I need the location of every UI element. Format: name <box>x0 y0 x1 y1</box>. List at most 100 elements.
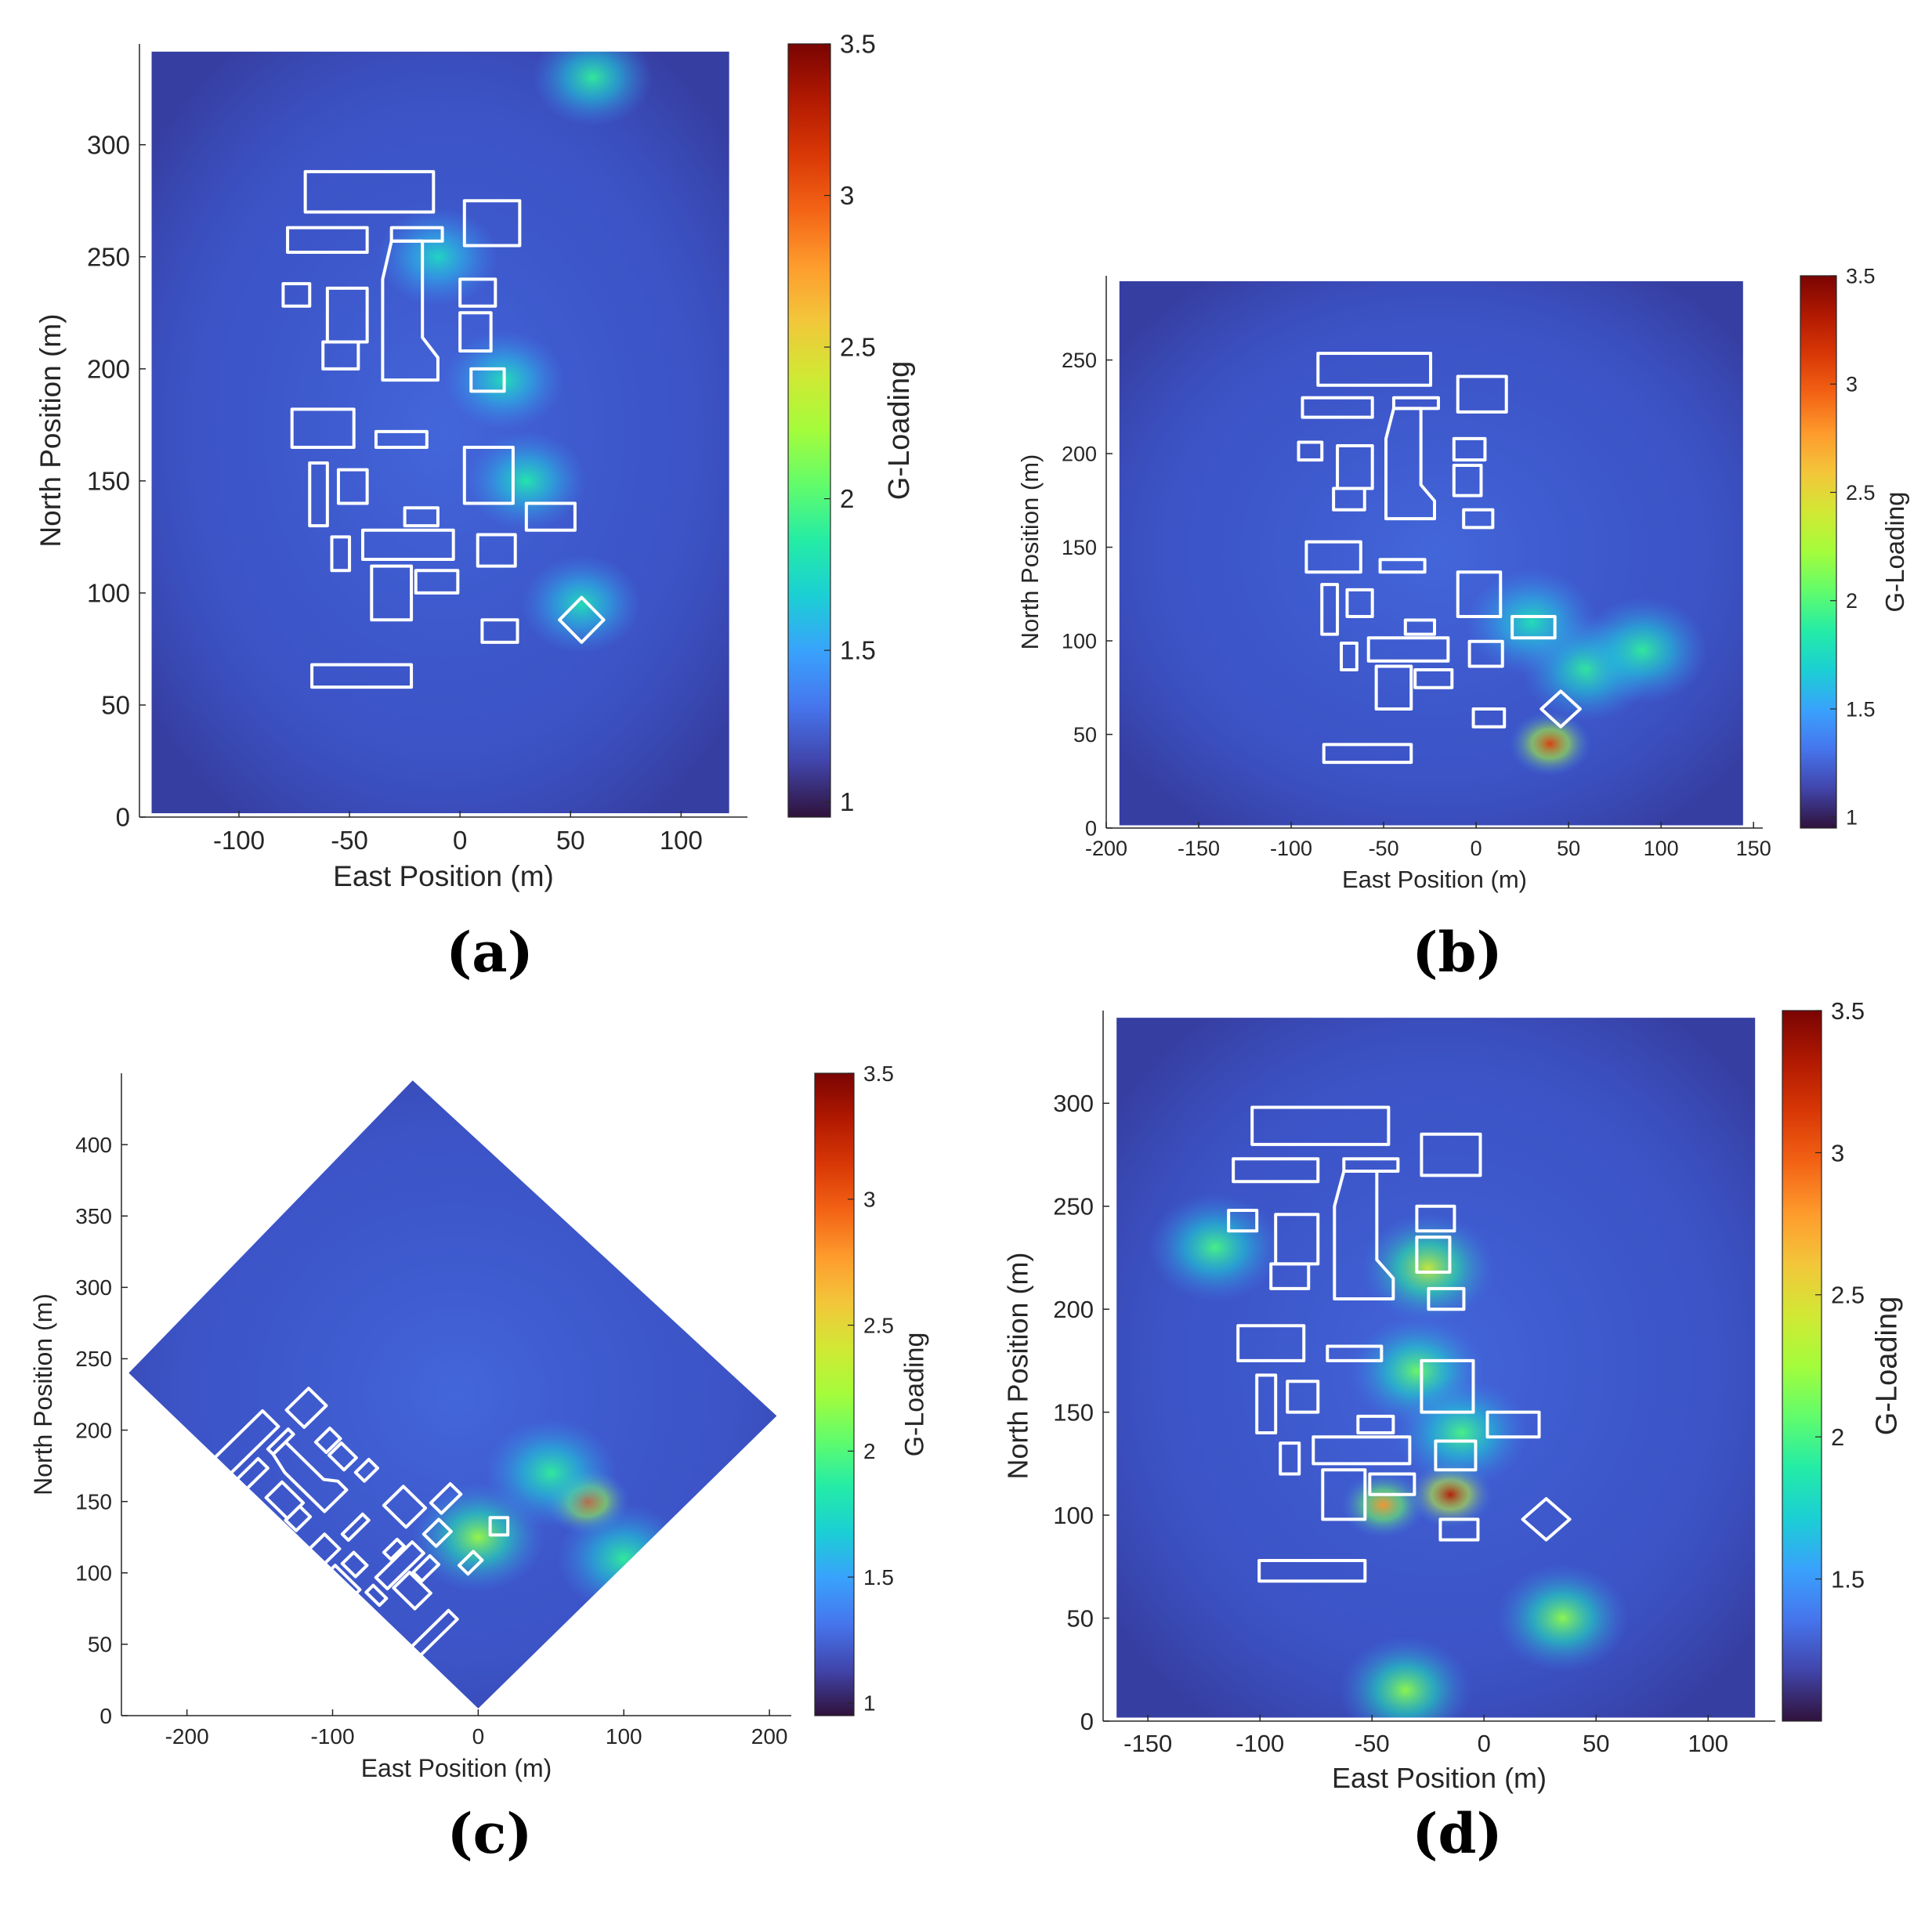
x-tick-label: 50 <box>1583 1730 1609 1757</box>
colorbar-tick-label: 1.5 <box>863 1565 894 1590</box>
x-tick-label: 0 <box>1478 1730 1491 1757</box>
y-tick-label: 200 <box>1053 1296 1094 1323</box>
x-tick-label: -200 <box>1085 837 1127 860</box>
colorbar-tick-label: 3.5 <box>840 30 876 59</box>
building-outlines <box>209 1387 510 1660</box>
building-outline <box>1511 614 1557 640</box>
building-outline <box>524 501 577 532</box>
x-tick-label: -150 <box>1178 837 1220 860</box>
building-outline <box>1485 1410 1541 1439</box>
building-outline <box>1438 1517 1480 1542</box>
colorbar-tick-label: 2 <box>1831 1423 1844 1451</box>
building-outline <box>389 226 444 243</box>
x-tick-label: -100 <box>310 1724 354 1749</box>
y-tick-label: 100 <box>1053 1502 1094 1529</box>
building-outline <box>480 618 519 644</box>
building-outline <box>340 1512 371 1543</box>
building-outline <box>303 170 436 214</box>
heatmap-hotspot <box>1395 1378 1529 1488</box>
building-outline <box>1452 436 1487 462</box>
building-outline <box>1236 1324 1306 1362</box>
y-tick-label: 100 <box>75 1561 112 1586</box>
building-outline <box>284 1504 313 1532</box>
y-tick-label: 400 <box>75 1133 112 1157</box>
building-outline <box>1521 1497 1572 1542</box>
building-outline <box>326 1564 362 1599</box>
y-tick-label: 150 <box>1053 1399 1094 1427</box>
y-tick-label: 250 <box>1053 1193 1094 1221</box>
y-tick-label: 150 <box>1062 536 1097 559</box>
panel-c: -200 -100 0 100 200 0 50 100 150 200 250 300 350 400 E… <box>29 1062 930 1866</box>
colorbar-tick-label: 1 <box>1846 806 1858 830</box>
building-outline <box>1312 1435 1412 1466</box>
colorbar-tick-label: 3 <box>1846 373 1858 396</box>
heatmap-hotspot <box>1340 1471 1426 1539</box>
building-outline <box>313 1427 342 1455</box>
x-tick-label: 150 <box>1736 837 1771 860</box>
colorbar-tick-label: 3.5 <box>1831 997 1865 1025</box>
building-outline <box>1374 664 1413 711</box>
panel-label: (d) <box>1412 1801 1502 1866</box>
colorbar-label: G-Loading <box>1880 491 1909 612</box>
building-outline <box>1434 1439 1478 1472</box>
x-axis-label: East Position (m) <box>1342 866 1527 893</box>
colorbar-tick-label: 2 <box>840 484 854 513</box>
building-outline <box>1255 1373 1278 1434</box>
building-outline <box>281 282 312 308</box>
y-tick-label: 300 <box>87 130 130 159</box>
y-tick-label: 300 <box>1053 1090 1094 1117</box>
heatmap-hotspot <box>484 1418 617 1528</box>
colorbar-tick-label: 2 <box>863 1439 876 1463</box>
x-tick-label: -50 <box>1355 1730 1390 1757</box>
building-outline <box>1345 588 1374 618</box>
building-outline <box>1286 1380 1320 1414</box>
building-outlines <box>1297 351 1582 765</box>
building-outline <box>1321 1468 1367 1521</box>
x-axis-label: East Position (m) <box>333 860 554 892</box>
colorbar <box>1782 1010 1822 1722</box>
heatmap-hotspot <box>521 555 642 654</box>
x-tick-label: -50 <box>1369 837 1399 860</box>
colorbar-label: G-Loading <box>899 1333 929 1457</box>
y-tick-label: 0 <box>99 1704 112 1728</box>
y-tick-label: 0 <box>1080 1708 1094 1735</box>
building-outlines <box>1227 1105 1572 1583</box>
colorbar-label: G-Loading <box>883 361 916 500</box>
building-outline <box>1257 1558 1367 1583</box>
y-tick-label: 0 <box>116 803 130 832</box>
building-outline <box>1279 1441 1301 1476</box>
building-outline <box>1232 1157 1320 1184</box>
x-tick-label: -100 <box>1236 1730 1284 1757</box>
building-outline <box>476 533 517 568</box>
building-outline <box>458 1550 484 1576</box>
building-outline <box>558 595 606 644</box>
building-outline <box>374 429 429 449</box>
y-tick-label: 350 <box>75 1204 112 1228</box>
building-outline <box>1301 396 1374 419</box>
building-outline <box>1326 1344 1384 1362</box>
x-tick-label: 100 <box>1688 1730 1728 1757</box>
building-outline <box>364 1583 389 1608</box>
building-outline <box>1415 1204 1456 1233</box>
building-outline <box>286 226 369 255</box>
colorbar-tick-label: 3.5 <box>1846 264 1876 288</box>
building-outline <box>1462 508 1495 530</box>
y-axis-label: North Position (m) <box>34 313 67 547</box>
heatmap-hotspot <box>1149 1192 1282 1302</box>
y-tick-label: 50 <box>101 691 130 720</box>
building-outline <box>340 1550 369 1579</box>
building-outline <box>382 1485 428 1529</box>
y-tick-label: 100 <box>1062 629 1097 653</box>
building-outline <box>298 1532 342 1575</box>
y-tick-label: 250 <box>75 1347 112 1371</box>
colorbar <box>814 1072 855 1716</box>
y-tick-label: 50 <box>1073 723 1097 747</box>
building-outline <box>1456 374 1508 414</box>
building-outline <box>381 239 440 382</box>
building-outline <box>244 1501 268 1524</box>
panel-a: -100 -50 0 50 100 0 50 100 150 200 250 300 East Posi… <box>34 30 916 985</box>
building-outline <box>1420 1132 1482 1177</box>
building-outline <box>336 468 369 505</box>
building-outline <box>284 1387 328 1429</box>
building-outline <box>1269 1262 1311 1290</box>
